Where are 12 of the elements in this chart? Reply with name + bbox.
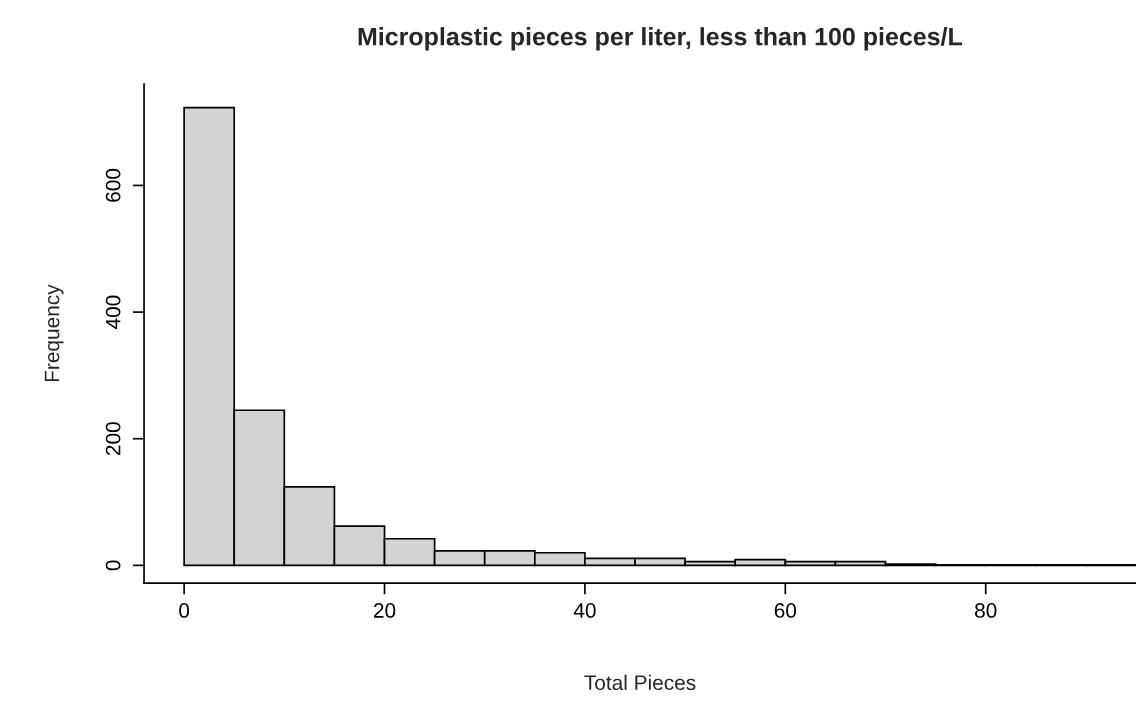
x-tick-label: 60	[774, 603, 797, 618]
y-tick-label: 600	[105, 168, 121, 202]
x-axis-title: Total Pieces	[584, 674, 696, 691]
x-tick-label: 40	[573, 603, 596, 618]
x-tick-label: 20	[373, 603, 396, 618]
chart-title: Microplastic pieces per liter, less than 100 pieces/L	[358, 27, 963, 51]
x-tick-label: 80	[975, 603, 997, 618]
y-tick-label: 0	[105, 560, 121, 571]
y-axis-title: Frequency	[44, 284, 64, 382]
y-tick-label: 200	[105, 422, 121, 456]
x-tick-label: 0	[179, 603, 190, 618]
y-tick-label: 400	[105, 295, 121, 329]
